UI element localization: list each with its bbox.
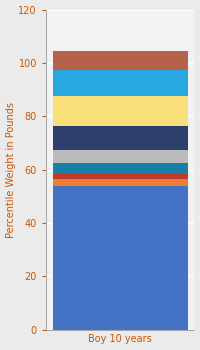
Bar: [53, 186, 188, 330]
Bar: [53, 149, 188, 163]
Bar: [53, 70, 188, 96]
Y-axis label: Percentile Weight in Pounds: Percentile Weight in Pounds: [6, 102, 16, 238]
Bar: [53, 163, 188, 174]
Bar: [53, 51, 188, 70]
Bar: [53, 174, 188, 179]
Bar: [53, 96, 188, 126]
Bar: [53, 126, 188, 149]
Bar: [53, 179, 188, 186]
